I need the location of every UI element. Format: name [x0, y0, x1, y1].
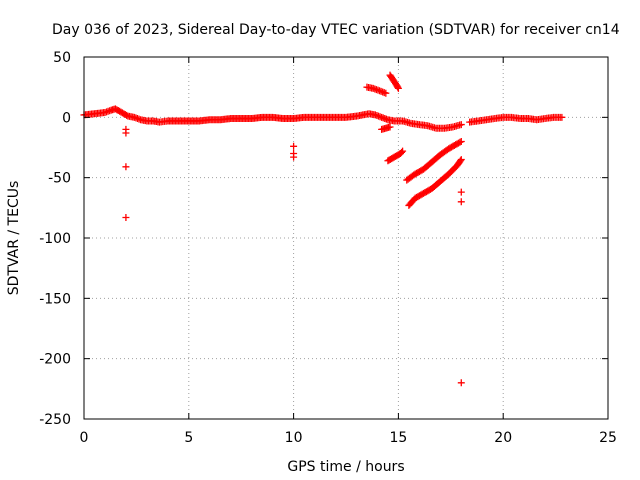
data-point-lower-arcs: [398, 148, 406, 156]
data-point-lower-arcs: [456, 138, 464, 146]
data-point-outliers: [457, 188, 465, 196]
x-tick-label: 15: [389, 430, 407, 446]
x-tick-label: 10: [285, 430, 303, 446]
y-tick-label: -50: [48, 171, 71, 187]
x-tick-label: 25: [599, 430, 617, 446]
x-tick-label: 20: [494, 430, 512, 446]
data-point-upper-arcs: [394, 84, 402, 92]
data-point-outliers: [290, 142, 298, 150]
data-point-main-band: [558, 113, 566, 121]
axis-ticks: 0 5 10 15 20 25 50 0 -50 -100 -150 -200 -250: [39, 50, 617, 446]
y-tick-label: -250: [39, 412, 71, 428]
chart-title: Day 036 of 2023, Sidereal Day-to-day VTE…: [52, 22, 620, 38]
data-point-lower-arcs: [399, 147, 407, 155]
data-point-outliers: [290, 153, 298, 161]
data-point-lower-arcs: [457, 137, 465, 145]
x-tick-label: 0: [80, 430, 89, 446]
grid-lines: [84, 57, 608, 419]
data-point-main-band: [457, 121, 465, 129]
y-tick-label: -150: [39, 291, 71, 307]
data-point-outliers: [122, 163, 130, 171]
y-tick-label: 0: [62, 110, 71, 126]
data-point-upper-arcs: [394, 83, 402, 91]
y-tick-label: 50: [53, 50, 71, 66]
data-point-outliers: [457, 198, 465, 206]
data-point-outliers: [457, 379, 465, 387]
y-tick-label: -100: [39, 231, 71, 247]
data-points: [80, 71, 566, 387]
data-point-upper-arcs: [382, 89, 390, 97]
y-axis-label: SDTVAR / TECUs: [6, 181, 22, 296]
x-axis-label: GPS time / hours: [287, 459, 404, 475]
data-point-lower-arcs: [456, 157, 464, 165]
plot-frame: [83, 56, 609, 420]
data-point-outliers: [122, 213, 130, 221]
y-tick-label: -200: [39, 352, 71, 368]
data-point-upper-arcs: [386, 123, 394, 131]
data-point-lower-arcs: [457, 156, 465, 164]
x-tick-label: 5: [184, 430, 193, 446]
data-point-outliers: [122, 129, 130, 137]
